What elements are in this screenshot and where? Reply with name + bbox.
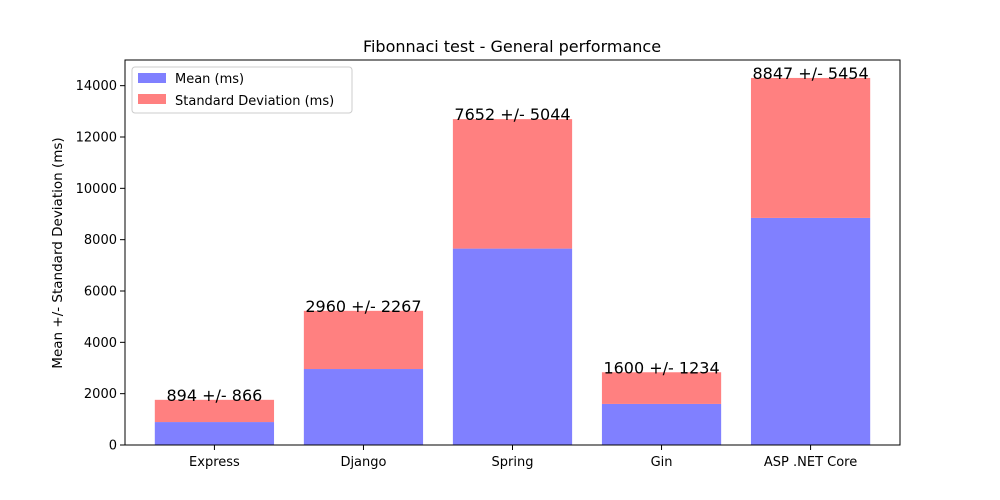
y-tick-label-1: 2000 bbox=[84, 387, 117, 402]
data-label-1: 2960 +/- 2267 bbox=[305, 297, 421, 316]
bar-std-1 bbox=[303, 310, 424, 370]
data-label-2: 7652 +/- 5044 bbox=[454, 105, 570, 124]
bar-std-2 bbox=[452, 119, 573, 249]
y-tick-label-7: 14000 bbox=[76, 79, 117, 94]
y-tick-label-5: 10000 bbox=[76, 182, 117, 197]
bar-std-0 bbox=[154, 399, 275, 423]
chart-title: Fibonnaci test - General performance bbox=[363, 37, 661, 56]
x-axis: Express Django Spring Gin ASP .NET Core bbox=[189, 445, 857, 470]
y-axis-label: Mean +/- Standard Deviation (ms) bbox=[50, 137, 66, 368]
x-tick-label-4: ASP .NET Core bbox=[764, 455, 857, 470]
legend-swatch-std bbox=[138, 94, 166, 104]
bar-std-4 bbox=[750, 77, 871, 218]
data-label-4: 8847 +/- 5454 bbox=[752, 64, 868, 83]
y-tick-label-0: 0 bbox=[109, 439, 117, 454]
bar-mean-2 bbox=[452, 248, 573, 445]
legend-swatch-mean bbox=[138, 73, 166, 83]
data-labels-group: 894 +/- 866 2960 +/- 2267 7652 +/- 5044 160… bbox=[167, 64, 869, 405]
plot-frame bbox=[124, 59, 901, 446]
bar-mean-1 bbox=[303, 369, 424, 445]
bar-std-3 bbox=[601, 372, 722, 404]
legend-label-mean: Mean (ms) bbox=[175, 72, 244, 87]
legend: Mean (ms) Standard Deviation (ms) bbox=[131, 66, 353, 114]
x-tick-label-0: Express bbox=[189, 455, 240, 470]
legend-label-std: Standard Deviation (ms) bbox=[175, 94, 334, 109]
x-tick-label-3: Gin bbox=[651, 455, 673, 470]
y-tick-label-2: 4000 bbox=[84, 336, 117, 351]
legend-box bbox=[131, 66, 353, 114]
data-label-3: 1600 +/- 1234 bbox=[603, 358, 719, 377]
bar-mean-3 bbox=[601, 403, 722, 445]
y-tick-label-4: 8000 bbox=[84, 233, 117, 248]
y-tick-label-3: 6000 bbox=[84, 285, 117, 300]
data-label-0: 894 +/- 866 bbox=[167, 386, 263, 405]
x-tick-label-1: Django bbox=[340, 455, 386, 470]
bar-mean-4 bbox=[750, 217, 871, 445]
bars-group bbox=[154, 77, 871, 445]
y-tick-label-6: 12000 bbox=[76, 131, 117, 146]
x-tick-label-2: Spring bbox=[492, 455, 534, 470]
bar-mean-0 bbox=[154, 422, 275, 445]
y-axis: 0 2000 4000 6000 8000 10000 12000 14000 bbox=[76, 79, 125, 454]
